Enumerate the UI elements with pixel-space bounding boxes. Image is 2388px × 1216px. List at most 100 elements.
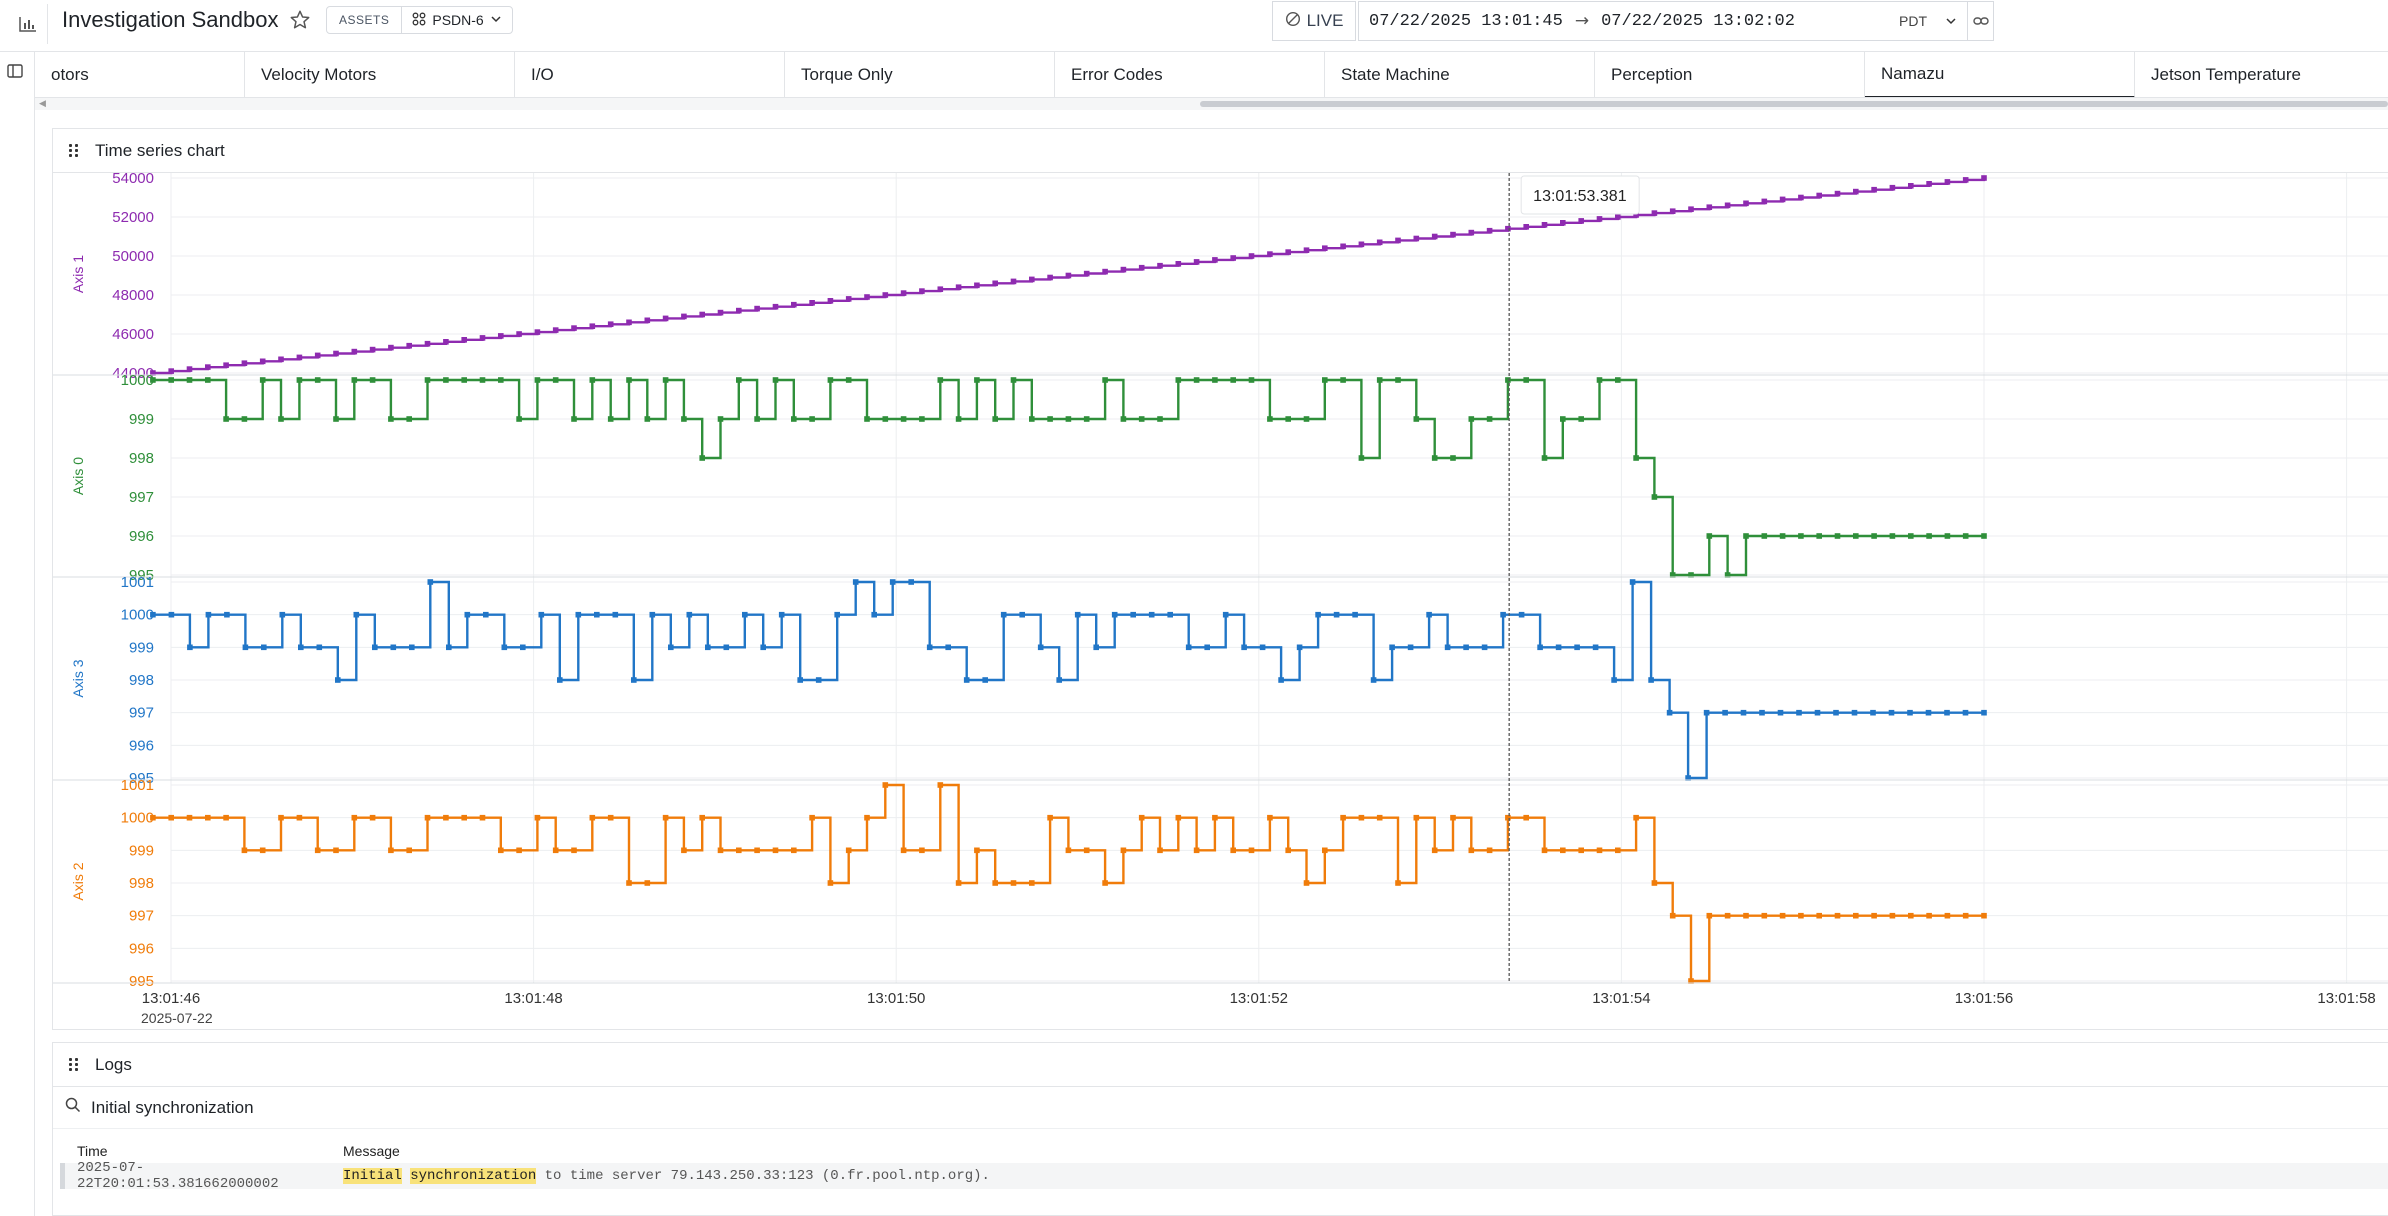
log-message: Initial synchronization to time server 7… <box>343 1168 990 1184</box>
column-time[interactable]: Time <box>77 1143 108 1159</box>
data-point <box>1358 455 1365 461</box>
data-point <box>1431 233 1438 240</box>
data-point <box>1185 644 1192 651</box>
range-end[interactable]: 07/22/2025 13:02:02 <box>1601 11 1795 31</box>
scroll-left-icon[interactable]: ◀ <box>39 98 46 108</box>
data-point <box>333 350 339 357</box>
tab-namazu[interactable]: Namazu <box>1865 52 2135 97</box>
column-message[interactable]: Message <box>343 1143 400 1159</box>
range-start[interactable]: 07/22/2025 13:01:45 <box>1369 11 1563 31</box>
data-point <box>446 644 452 651</box>
data-point <box>626 319 632 326</box>
data-point <box>736 847 742 854</box>
tab-velocity-motors[interactable]: Velocity Motors <box>245 52 515 97</box>
data-point <box>1278 677 1284 683</box>
data-point <box>1056 677 1062 683</box>
data-point <box>699 311 705 318</box>
data-point <box>1019 611 1025 618</box>
data-point <box>631 677 637 683</box>
data-point <box>809 814 815 821</box>
data-point <box>717 847 724 854</box>
logs-search[interactable]: Initial synchronization <box>53 1087 2388 1129</box>
tabs-scrollbar[interactable]: ◀ <box>35 98 2388 110</box>
table-row[interactable]: 2025-07-22T20:01:53.381662000002 Initial… <box>60 1160 2388 1192</box>
drag-handle-icon[interactable] <box>69 143 79 158</box>
tab-error-codes[interactable]: Error Codes <box>1055 52 1325 97</box>
asset-dropdown[interactable]: PSDN-6 <box>402 7 511 33</box>
data-point <box>955 284 962 290</box>
data-point <box>1962 533 1969 539</box>
data-point <box>1523 224 1529 230</box>
data-point <box>1010 880 1017 886</box>
data-point <box>406 416 412 422</box>
log-message-text: to time server 79.143.250.33:123 (0.fr.p… <box>544 1168 990 1184</box>
live-off-icon <box>1285 11 1301 32</box>
data-point <box>1651 880 1658 886</box>
data-point <box>1779 196 1786 203</box>
data-point <box>992 280 998 287</box>
y-tick-label: 997 <box>129 908 154 925</box>
y-tick-label: 995 <box>129 973 154 990</box>
data-point <box>1450 455 1456 461</box>
data-point <box>390 644 397 651</box>
data-point <box>754 847 760 854</box>
time-range-picker[interactable]: 07/22/2025 13:01:45 → 07/22/2025 13:02:0… <box>1358 1 1994 41</box>
data-point <box>1743 533 1749 539</box>
data-point <box>963 677 970 683</box>
data-point <box>1426 611 1432 618</box>
data-point <box>974 377 980 383</box>
data-point <box>1431 455 1438 461</box>
timezone-select[interactable]: PDT <box>1899 13 1957 29</box>
log-time: 2025-07-22T20:01:53.381662000002 <box>77 1160 279 1192</box>
asset-selector[interactable]: ASSETS PSDN-6 <box>326 6 513 34</box>
data-point <box>1834 190 1841 197</box>
logs-panel: Logs Initial synchronization Time Messag… <box>52 1042 2388 1216</box>
tab-io[interactable]: I/O <box>515 52 785 97</box>
data-point <box>1267 251 1273 257</box>
star-icon[interactable] <box>286 6 314 34</box>
data-point <box>834 611 840 618</box>
data-point <box>1102 377 1108 383</box>
data-point <box>1431 847 1438 854</box>
y-tick-label: 999 <box>129 842 154 859</box>
tab-perception[interactable]: Perception <box>1595 52 1865 97</box>
search-input[interactable]: Initial synchronization <box>91 1097 254 1117</box>
data-point <box>900 847 907 854</box>
data-point <box>882 416 889 422</box>
live-button[interactable]: LIVE <box>1272 1 1356 41</box>
data-point <box>479 335 486 341</box>
data-point <box>1759 709 1765 716</box>
data-point <box>1175 377 1182 383</box>
tab-torque-only[interactable]: Torque Only <box>785 52 1055 97</box>
data-point <box>1340 814 1346 821</box>
data-point <box>1010 278 1017 285</box>
data-point <box>1193 847 1200 854</box>
data-point <box>538 611 545 618</box>
data-point <box>534 814 541 821</box>
tab-motors[interactable]: otors <box>35 52 245 97</box>
data-point <box>1926 912 1932 919</box>
data-point <box>791 301 797 308</box>
data-point <box>644 416 651 422</box>
data-point <box>388 344 394 351</box>
data-point <box>388 847 394 854</box>
data-point <box>335 677 341 683</box>
data-point <box>1615 214 1621 220</box>
scrollbar-thumb[interactable] <box>1200 101 2388 107</box>
link-icon[interactable] <box>1967 2 1993 40</box>
data-point <box>1505 377 1511 383</box>
y-tick-label: 44000 <box>112 365 154 382</box>
data-point <box>1779 533 1786 539</box>
tab-jetson-temperature[interactable]: Jetson Temperature <box>2135 52 2388 97</box>
data-point <box>699 814 705 821</box>
data-point <box>1981 533 1987 539</box>
time-series-chart[interactable]: 44000 46000 48000 50000 52000 54000 Axis 1 995 9… <box>53 173 2388 1029</box>
data-point <box>644 317 651 324</box>
data-point <box>1029 276 1035 283</box>
data-point <box>1560 220 1566 226</box>
data-point <box>937 286 944 292</box>
drag-handle-icon[interactable] <box>69 1057 79 1072</box>
tab-state-machine[interactable]: State Machine <box>1325 52 1595 97</box>
sidebar-toggle-icon[interactable] <box>0 56 30 86</box>
chart-app-icon[interactable] <box>8 4 48 44</box>
